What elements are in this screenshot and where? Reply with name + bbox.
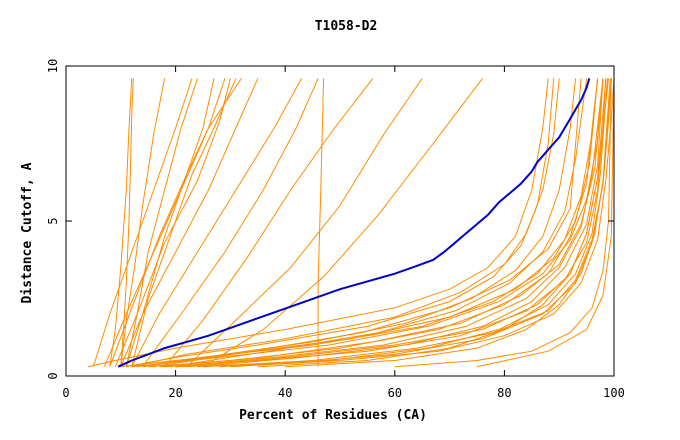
model-curve-33	[285, 78, 611, 368]
x-tick-label: 100	[603, 386, 625, 400]
plot-frame	[65, 65, 615, 377]
model-curve-21	[137, 78, 577, 368]
model-curve-3	[120, 78, 166, 367]
model-curve-30	[175, 78, 604, 368]
x-tick-label: 20	[168, 386, 182, 400]
model-curve-26	[120, 78, 599, 368]
series-layer	[87, 78, 615, 368]
x-tick-label: 0	[62, 386, 69, 400]
y-tick-label: 10	[46, 59, 60, 73]
model-curve-34	[394, 78, 612, 368]
model-curve-4	[125, 78, 198, 367]
tick-layer: 0 20 40 60 80 100 0 5 10	[46, 59, 625, 400]
model-curve-14	[317, 78, 325, 367]
model-curve-25	[230, 78, 615, 368]
highlighted-model-curve	[117, 78, 591, 368]
model-curve-6	[125, 78, 215, 367]
chart-title: T1058-D2	[315, 19, 378, 34]
highlight-layer	[117, 78, 591, 368]
model-curve-17	[202, 78, 483, 368]
model-curve-13	[142, 78, 319, 367]
model-curve-28	[142, 78, 599, 368]
x-tick-label: 40	[278, 386, 292, 400]
model-curve-31	[186, 78, 609, 368]
model-curve-23	[164, 78, 607, 368]
model-curve-7	[109, 78, 226, 367]
model-curve-15	[164, 78, 374, 368]
model-curve-40	[197, 78, 604, 368]
y-axis-label: Distance Cutoff, A	[20, 162, 35, 303]
x-tick-label: 60	[388, 386, 402, 400]
model-curve-38	[159, 78, 604, 368]
model-curve-27	[131, 78, 604, 368]
model-curve-8	[114, 78, 231, 367]
model-curve-9	[131, 78, 237, 367]
model-curve-37	[219, 78, 608, 368]
y-tick-label: 0	[46, 372, 60, 379]
model-curve-39	[170, 78, 588, 368]
model-curve-19	[126, 78, 555, 368]
y-tick-label: 5	[46, 217, 60, 224]
model-curve-5	[92, 78, 193, 367]
model-curve-36	[257, 78, 607, 368]
model-curve-16	[186, 78, 423, 368]
model-curve-35	[476, 78, 615, 368]
model-curve-29	[153, 78, 582, 368]
model-curve-2	[109, 78, 133, 367]
model-curve-10	[103, 78, 242, 367]
x-axis-label: Percent of Residues (CA)	[239, 408, 427, 423]
model-curve-11	[120, 78, 259, 367]
model-curve-12	[131, 78, 303, 367]
x-tick-label: 80	[497, 386, 511, 400]
model-curve-20	[131, 78, 560, 368]
